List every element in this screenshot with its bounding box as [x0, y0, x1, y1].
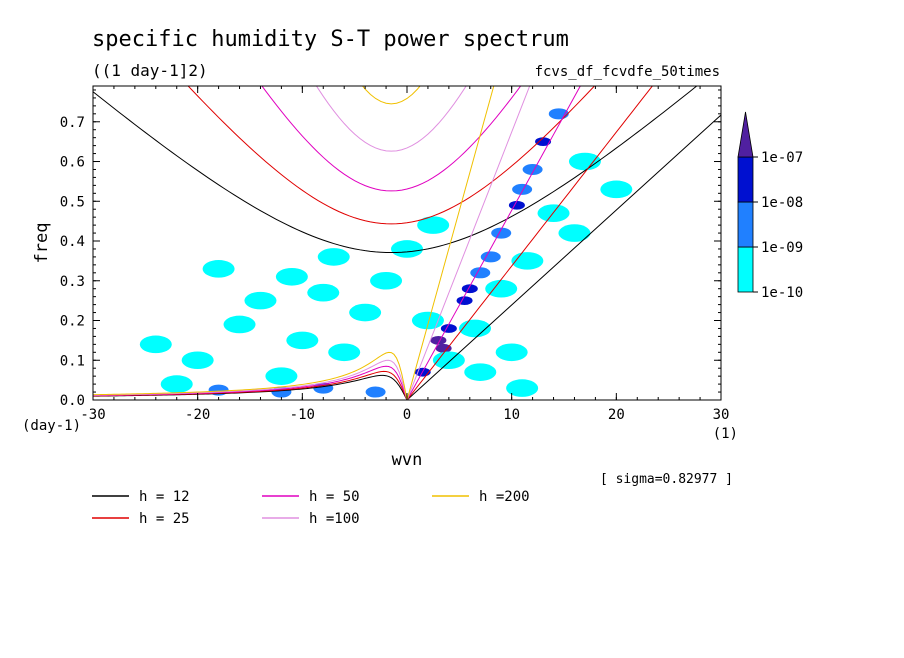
colorbar-label: 1e-09	[761, 240, 803, 256]
spectrum-blob	[470, 267, 491, 279]
spectrum-blob	[317, 248, 350, 266]
colorbar-label: 1e-07	[761, 150, 803, 166]
x-axis-label: wvn	[392, 450, 423, 470]
x-tick-label: 0	[403, 407, 411, 423]
y-tick-label: 0.1	[60, 353, 85, 369]
spectrum-blob	[464, 363, 497, 381]
spectrum-blob	[349, 303, 382, 322]
rossby-curve	[93, 359, 408, 400]
x-tick-label: 20	[608, 407, 625, 423]
colorbar-label: 1e-08	[761, 195, 803, 211]
kelvin-curve	[406, 86, 531, 400]
x-tick-label: 10	[503, 407, 520, 423]
legend-label: h =200	[479, 489, 530, 505]
spectrum-blob	[223, 315, 256, 334]
x-tick-label: 30	[713, 407, 730, 423]
run-label: fcvs_df_fcvdfe_50times	[535, 64, 720, 80]
spectrum-blob	[181, 351, 214, 370]
y-tick-label: 0.5	[60, 194, 85, 210]
spectrum-blob	[328, 343, 361, 362]
colorbar-segment	[737, 246, 754, 293]
spectrum-blob	[508, 200, 525, 210]
spectrum-blob	[139, 335, 172, 354]
inertia-gravity-curve	[187, 86, 596, 225]
chart-title: specific humidity S-T power spectrum	[92, 27, 569, 52]
legend-label: h = 25	[139, 511, 190, 527]
y-axis-label: freq	[32, 223, 52, 264]
spectrum-blob	[456, 296, 473, 306]
y-tick-label: 0.3	[60, 274, 85, 290]
axis-ticks: -30 -20 -10 0 10 20 30 0.0 0.1 0.2 0.3 0.4 0.5 0.6 0.7	[60, 86, 730, 423]
spectrum-blob	[600, 180, 633, 199]
y-tick-label: 0.7	[60, 115, 85, 131]
spectrum-blob	[461, 284, 478, 294]
legend-label: h = 12	[139, 489, 190, 505]
spectrum-blob	[480, 251, 501, 263]
spectrum-blob	[522, 163, 543, 175]
spectrum-blob	[495, 343, 528, 362]
sigma-note: [ sigma=0.82977 ]	[600, 472, 733, 487]
y-tick-label: 0.4	[60, 234, 85, 250]
spectrum-blob	[244, 291, 277, 310]
legend: h = 12 h = 25 h = 50 h =100 h =200	[92, 489, 530, 527]
y-tick-label: 0.0	[60, 393, 85, 409]
spectrum-blob	[391, 240, 423, 258]
spectrum-blob	[202, 260, 235, 278]
colorbar-segment	[737, 201, 754, 248]
dispersion-curves	[93, 86, 721, 400]
x-tick-label: -10	[290, 407, 315, 423]
inertia-gravity-curve	[315, 86, 467, 152]
legend-label: h =100	[309, 511, 360, 527]
rossby-curve	[93, 374, 408, 400]
kelvin-curve	[406, 86, 495, 400]
spectrum-blob	[160, 375, 193, 393]
x-tick-label: -30	[80, 407, 105, 423]
legend-label: h = 50	[309, 489, 360, 505]
spectrum-blob	[535, 137, 552, 147]
spectrum-blob	[459, 319, 492, 338]
spectrum-blob	[365, 386, 386, 398]
spectrum-blob	[568, 152, 601, 171]
spectrum-blob	[417, 216, 450, 234]
spectrum-blob	[512, 183, 533, 195]
y-tick-label: 0.6	[60, 155, 85, 171]
colorbar: 1e-10 1e-09 1e-08 1e-07	[737, 111, 803, 301]
spectrum-blob	[286, 331, 319, 350]
y-tick-label: 0.2	[60, 314, 85, 330]
spectrum-blob	[485, 279, 518, 298]
spectrum-blob	[370, 271, 403, 290]
spectrum-blob	[506, 379, 539, 397]
x-unit-label: (1)	[713, 426, 738, 442]
inertia-gravity-curve	[93, 86, 698, 254]
spectrum-blob	[307, 283, 340, 302]
spectrum-blob	[430, 335, 447, 345]
colorbar-arrow	[737, 111, 754, 158]
colorbar-label: 1e-10	[761, 285, 803, 301]
x-tick-label: -20	[185, 407, 210, 423]
spectrum-blob	[548, 108, 569, 120]
rossby-curve	[93, 365, 408, 400]
spectrum-blob	[440, 324, 457, 333]
spectrum-blob	[275, 267, 308, 286]
rossby-curve	[93, 351, 408, 400]
kelvin-curve	[406, 114, 721, 400]
spectrum-blob	[491, 227, 512, 239]
kelvin-curve	[406, 86, 581, 400]
spectrum-blob	[558, 224, 591, 242]
y-unit-label: (day-1)	[22, 418, 81, 434]
kelvin-curve	[406, 86, 653, 400]
colorbar-segment	[737, 156, 754, 203]
spectrum-blob	[435, 343, 452, 353]
spectrum-blob	[411, 311, 444, 330]
inertia-gravity-curve	[261, 86, 522, 192]
chart-subtitle: ((1 day-1]2)	[92, 61, 208, 80]
inertia-gravity-curve	[361, 86, 421, 105]
spectrum-blob	[265, 367, 298, 385]
